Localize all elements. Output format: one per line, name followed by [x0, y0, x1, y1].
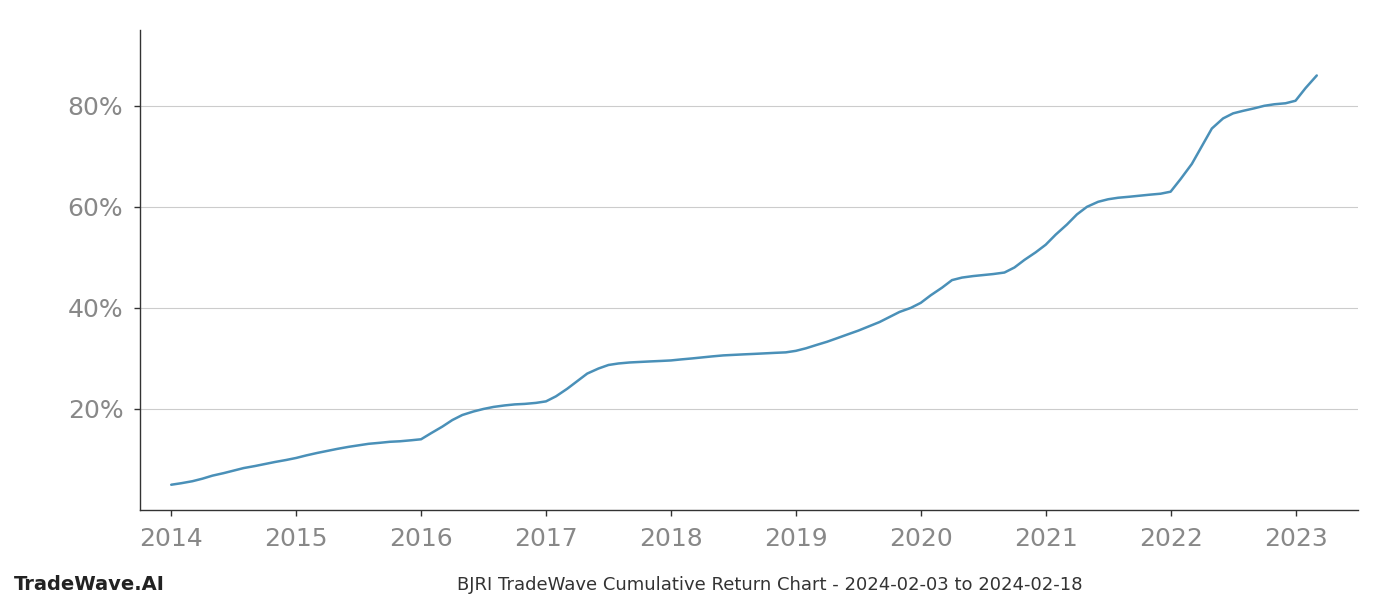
Text: BJRI TradeWave Cumulative Return Chart - 2024-02-03 to 2024-02-18: BJRI TradeWave Cumulative Return Chart -…: [458, 576, 1082, 594]
Text: TradeWave.AI: TradeWave.AI: [14, 575, 165, 594]
